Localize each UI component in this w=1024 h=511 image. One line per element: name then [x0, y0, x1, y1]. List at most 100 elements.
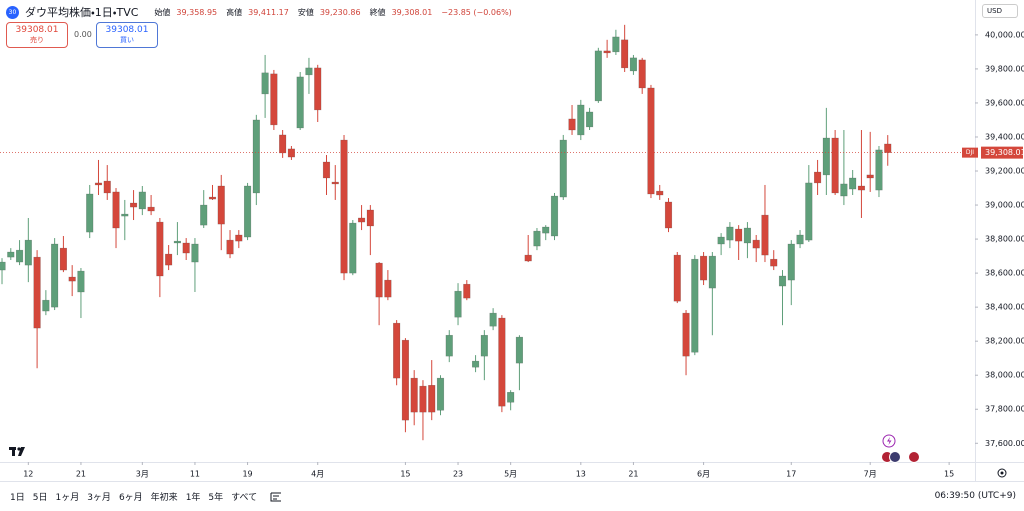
candle-body — [243, 185, 252, 238]
x-tick-label: 12 — [23, 470, 33, 479]
candle-body — [226, 239, 234, 255]
range-button[interactable]: 6ヶ月 — [118, 493, 143, 503]
candle-body — [156, 221, 164, 277]
candle-body — [349, 222, 357, 274]
ohlc-value: 39,230.86 — [319, 7, 361, 17]
bottom-toolbar: 1日 5日 1ヶ月 3ヶ月 6ヶ月 年初来 1年 5年 すべて 06:39:50 (UTC+9) — [0, 481, 1024, 511]
candle-body — [454, 290, 462, 318]
x-tick-label: 21 — [628, 470, 638, 479]
candle-body — [200, 204, 208, 226]
symbol-logo: 30 — [6, 5, 19, 19]
x-tick-label: 6月 — [697, 470, 710, 479]
date-range-icon[interactable] — [269, 490, 283, 504]
candle-body — [7, 251, 15, 258]
candle-body — [270, 73, 278, 126]
candle-body — [121, 213, 129, 217]
ohlc-key: 高値 — [226, 7, 243, 17]
candle-body — [550, 195, 559, 237]
x-tick-label: 23 — [453, 470, 463, 479]
candle-body — [524, 254, 532, 262]
range-button[interactable]: 3ヶ月 — [87, 493, 111, 503]
ohlc-value: 39,308.01 — [391, 7, 433, 17]
candle-body — [0, 261, 6, 271]
sell-button[interactable]: 39308.01 売り — [6, 22, 68, 48]
candle-body — [805, 182, 813, 241]
tv-logo — [9, 447, 25, 456]
flag-icon[interactable] — [908, 451, 920, 463]
y-tick-label: 38,400.00 — [985, 303, 1024, 312]
candle-body — [182, 242, 190, 254]
ohlc-key: 安値 — [297, 7, 314, 17]
candle-body — [366, 209, 374, 227]
y-tick-label: 40,000.00 — [985, 30, 1024, 39]
candle-body — [822, 137, 830, 176]
candle-body — [717, 236, 725, 245]
y-tick-label: 39,200.00 — [985, 167, 1024, 176]
candle-body — [86, 193, 94, 233]
range-button[interactable]: 1日 — [10, 493, 25, 503]
flag-icon[interactable] — [889, 451, 901, 463]
y-tick-label: 38,800.00 — [985, 235, 1024, 244]
candle-body — [252, 119, 260, 194]
candle-body — [796, 234, 804, 245]
candle-body — [15, 249, 24, 263]
buy-button[interactable]: 39308.01 買い — [96, 22, 158, 48]
event-icons[interactable] — [881, 434, 920, 463]
candle-body — [436, 377, 445, 411]
candle-body — [112, 191, 120, 229]
ohlc-key: 終値 — [369, 7, 386, 17]
candle-body — [103, 180, 111, 194]
candle-body — [129, 202, 138, 208]
candle-body — [489, 312, 497, 327]
y-tick-label: 38,000.00 — [985, 371, 1024, 380]
candle-body — [68, 276, 76, 282]
candle-body — [840, 183, 848, 197]
candle-body — [147, 206, 155, 212]
y-tick-label: 38,200.00 — [985, 337, 1024, 346]
candle-body — [340, 139, 348, 274]
x-tick-label: 5月 — [504, 470, 517, 479]
currency-selector[interactable]: USD — [982, 4, 1018, 18]
range-button[interactable]: 1年 — [185, 493, 201, 503]
candle-body — [568, 118, 576, 131]
range-button[interactable]: 1ヶ月 — [55, 493, 80, 503]
candle-body — [393, 322, 401, 379]
candle-body — [384, 279, 392, 298]
candle-body — [682, 312, 690, 357]
candles — [0, 24, 892, 441]
buy-price: 39308.01 — [105, 25, 149, 35]
range-button[interactable]: 年初来 — [150, 493, 178, 503]
settings-icon[interactable] — [997, 468, 1007, 478]
x-tick-label: 7月 — [864, 470, 877, 479]
ohlc-value: 39,358.95 — [176, 7, 218, 17]
range-button[interactable]: 5日 — [32, 493, 48, 503]
x-tick-label: 19 — [242, 470, 252, 479]
candle-body — [375, 262, 383, 298]
change: −23.85 (−0.06%) — [441, 7, 512, 17]
ohlc-key: 始値 — [154, 7, 171, 17]
candle-body — [673, 254, 681, 302]
x-tick-label: 4月 — [311, 470, 324, 479]
buy-label: 買い — [120, 36, 134, 44]
sell-price: 39308.01 — [15, 25, 59, 35]
candle-body — [357, 217, 366, 223]
candle-body — [322, 161, 331, 179]
event-icon-glyph — [887, 437, 892, 445]
candle-body — [138, 191, 146, 210]
range-button[interactable]: 5年 — [208, 493, 224, 503]
range-button[interactable]: すべて — [231, 493, 258, 503]
symbol-header: 30 ダウ平均株価・1日・TVC 始値 39,358.95 高値 39,411.17… — [6, 4, 512, 20]
candle-body — [42, 299, 50, 312]
candle-body — [533, 230, 541, 247]
x-tick-label: 3月 — [136, 470, 149, 479]
candle-body — [612, 36, 620, 53]
x-tick-label: 13 — [576, 470, 586, 479]
candle-body — [191, 243, 199, 263]
candle-body — [787, 243, 795, 281]
symbol-title[interactable]: ダウ平均株価・1日・TVC — [25, 6, 139, 19]
candle-body — [33, 256, 41, 329]
candle-body — [235, 234, 243, 242]
candle-body — [770, 258, 778, 267]
candle-body — [428, 385, 436, 413]
candle-body — [314, 67, 322, 111]
